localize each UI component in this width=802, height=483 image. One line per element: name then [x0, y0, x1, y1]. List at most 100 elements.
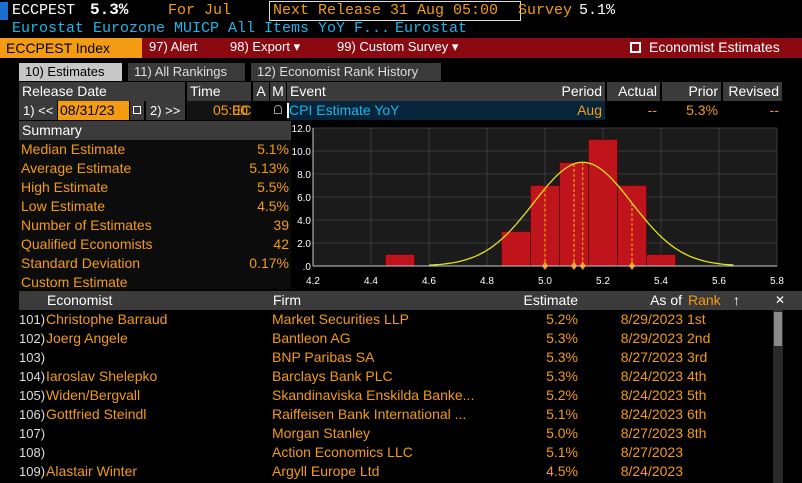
firm-name: Argyll Europe Ltd — [272, 463, 380, 479]
close-icon[interactable]: ✕ — [774, 293, 786, 307]
normal-curve — [428, 161, 734, 266]
col-rank-label: Rank — [688, 292, 721, 308]
as-of-date: 8/24/2023 — [620, 406, 683, 422]
summary-label: Number of Estimates — [21, 217, 152, 233]
summary-value: 4.5% — [257, 198, 289, 214]
event-cell[interactable]: CPI Estimate YoY — [287, 101, 605, 120]
scrollbar-thumb[interactable] — [774, 312, 782, 346]
col-economist[interactable]: Economist — [19, 291, 270, 310]
as-of-date: 8/29/2023 — [620, 330, 683, 346]
estimate-value: 5.1% — [546, 406, 578, 422]
as-of-date: 8/29/2023 — [620, 311, 683, 327]
external-link-icon — [630, 42, 641, 53]
economist-name: Iaroslav Shelepko — [46, 368, 158, 384]
release-date-input[interactable]: 08/31/23 — [58, 101, 129, 120]
export-button[interactable]: 98) Export ▾ — [230, 39, 301, 54]
table-row[interactable]: 104) Iaroslav Shelepko Barclays Bank PLC 5.… — [19, 367, 771, 386]
survey-value: 5.1% — [579, 2, 616, 19]
alert-button[interactable]: 97) Alert — [149, 39, 198, 54]
y-tick-label: .0 — [303, 262, 312, 273]
summary-count: Number of Estimates 39 — [19, 216, 291, 235]
as-of-date: 8/27/2023 — [620, 444, 683, 460]
table-scrollbar[interactable] — [773, 310, 783, 483]
col-as-of[interactable]: As of — [581, 291, 685, 310]
custom-survey-button[interactable]: 99) Custom Survey ▾ — [337, 39, 459, 54]
economist-name: Christophe Barraud — [46, 311, 168, 327]
calendar-icon[interactable] — [130, 101, 144, 120]
source-name: Eurostat — [395, 20, 468, 37]
table-row[interactable]: 103) BNP Paribas SA 5.3% 8/27/2023 3rd — [19, 348, 771, 367]
row-number: 103) — [19, 350, 45, 365]
table-row[interactable]: 101) Christophe Barraud Market Securities … — [19, 310, 771, 329]
col-rank[interactable]: Rank ↑ — [685, 291, 771, 310]
rank-value: 2nd — [687, 330, 711, 346]
firm-name: Skandinaviska Enskilda Banke... — [272, 387, 475, 403]
economist-name: Widen/Bergvall — [46, 387, 141, 403]
tab-estimates[interactable]: 10) Estimates — [19, 63, 122, 81]
summary-custom[interactable]: Custom Estimate — [19, 273, 291, 292]
table-row[interactable]: 109) Alastair Winter Argyll Europe Ltd 4.5%… — [19, 462, 771, 481]
tab-economist-rank-history[interactable]: 12) Economist Rank History — [251, 63, 441, 81]
row-number: 109) — [19, 464, 45, 479]
x-tick-label: 5.2 — [596, 276, 610, 287]
firm-name: Market Securities LLP — [272, 311, 409, 327]
rank-value: 6th — [687, 406, 707, 422]
next-release: Next Release 31 Aug 05:00 — [269, 1, 522, 21]
y-tick-label: 10.0 — [292, 147, 312, 158]
firm-name: Raiffeisen Bank International ... — [272, 406, 467, 422]
table-row[interactable]: 106) Gottfried Steindl Raiffeisen Bank Int… — [19, 405, 771, 424]
y-tick-label: 8.0 — [297, 170, 311, 181]
summary-value: 5.1% — [257, 141, 289, 157]
rank-value: 5th — [687, 387, 707, 403]
row-number: 106) — [19, 407, 45, 422]
table-row[interactable]: 107) Morgan Stanley 5.0% 8/27/2023 8th — [19, 424, 771, 443]
estimate-value: 5.0% — [546, 425, 578, 441]
summary-panel: Summary Median Estimate 5.1% Average Esti… — [19, 121, 291, 292]
x-tick-label: 4.4 — [364, 276, 378, 287]
as-of-date: 8/24/2023 — [620, 463, 683, 479]
rank-value: 4th — [687, 368, 707, 384]
x-tick-label: 5.8 — [770, 276, 784, 287]
table-row[interactable]: 102) Joerg Angele Bantleon AG 5.3% 8/29/2023… — [19, 329, 771, 348]
table-row[interactable]: 108) Action Economics LLC 5.1% 8/27/2023 — [19, 443, 771, 462]
summary-value: 39 — [273, 217, 289, 233]
col-firm[interactable]: Firm — [270, 291, 500, 310]
rank-value: 8th — [687, 425, 707, 441]
prev-release-button[interactable]: 1) << — [19, 101, 57, 120]
estimate-value: 5.2% — [546, 311, 578, 327]
ticker[interactable]: ECCPEST — [12, 2, 76, 19]
summary-label: Median Estimate — [21, 141, 126, 157]
as-of-date: 8/27/2023 — [620, 349, 683, 365]
firm-name: Bantleon AG — [272, 330, 351, 346]
x-tick-label: 4.2 — [306, 276, 320, 287]
firm-name: Morgan Stanley — [272, 425, 371, 441]
y-tick-label: 6.0 — [297, 193, 311, 204]
economist-name: Alastair Winter — [46, 463, 138, 479]
col-period: Period — [543, 82, 605, 101]
col-revised: Revised — [723, 82, 782, 101]
release-period: Aug — [577, 102, 602, 118]
summary-label: Qualified Economists — [21, 236, 153, 252]
col-prior: Prior — [662, 82, 721, 101]
ticker-bar: ECCPEST 5.3% For Jul Next Release 31 Aug… — [0, 0, 802, 22]
col-estimate[interactable]: Estimate — [500, 291, 581, 310]
security-description: Eurostat Eurozone MUICP All Items YoY F.… — [12, 20, 391, 37]
summary-label: High Estimate — [21, 179, 109, 195]
for-period: Jul — [204, 2, 232, 19]
tab-all-rankings[interactable]: 11) All Rankings — [128, 63, 245, 81]
y-tick-label: 12.0 — [292, 124, 312, 135]
col-m: M — [270, 82, 286, 101]
last-value: 5.3% — [90, 1, 129, 19]
row-number: 102) — [19, 331, 45, 346]
event-name: CPI Estimate YoY — [289, 102, 400, 118]
security-field[interactable]: ECCPEST Index — [0, 38, 142, 58]
economist-estimates-link[interactable]: Economist Estimates — [630, 39, 780, 55]
table-row[interactable]: 105) Widen/Bergvall Skandinaviska Enskilda… — [19, 386, 771, 405]
bell-icon[interactable] — [270, 101, 286, 120]
summary-value: 5.13% — [249, 160, 289, 176]
next-release-button[interactable]: 2) >> — [146, 101, 185, 120]
row-number: 101) — [19, 312, 45, 327]
y-tick-label: 2.0 — [297, 239, 311, 250]
x-tick-label: 5.6 — [712, 276, 726, 287]
histogram-bar — [385, 254, 415, 267]
